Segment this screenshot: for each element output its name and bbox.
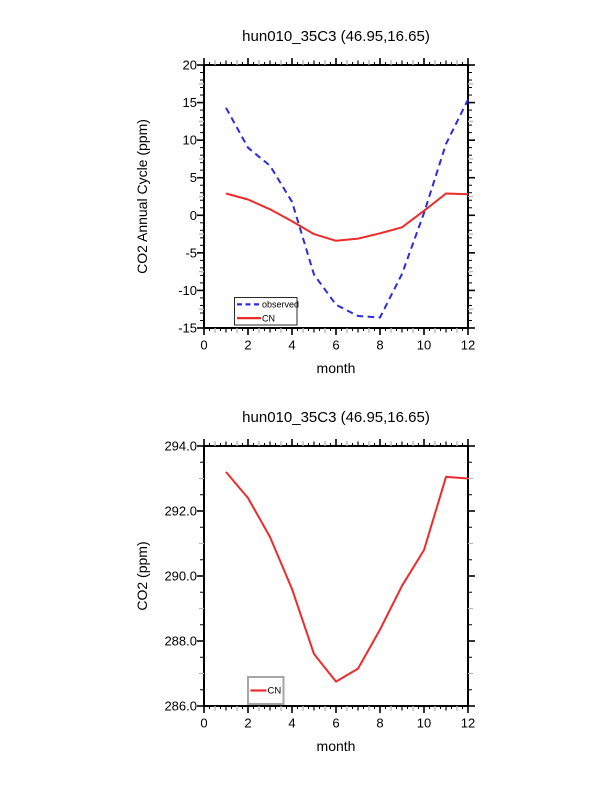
x-tick-label: 8 [376,716,383,731]
chart-title: hun010_35C3 (46.95,16.65) [242,28,430,45]
x-tick-label: 12 [461,716,475,731]
x-axis-label: month [317,360,356,376]
y-tick-label: 292.0 [164,504,197,519]
chart-title: hun010_35C3 (46.95,16.65) [242,409,430,426]
x-tick-label: 8 [376,338,383,353]
y-tick-label: 294.0 [164,439,197,454]
series-line-observed [225,99,469,319]
x-tick-label: 10 [417,716,431,731]
y-tick-label: 0 [190,208,197,223]
x-tick-label: 0 [200,716,207,731]
y-tick-label: 15 [183,95,197,110]
y-tick-label: 5 [190,170,197,185]
x-tick-label: 6 [332,716,339,731]
y-axis-label: CO2 (ppm) [134,541,150,610]
legend-label: observed [262,300,299,310]
series-line-CN [225,192,469,242]
y-axis-label: CO2 Annual Cycle (ppm) [134,119,150,274]
plot-frame [203,445,469,707]
y-tick-label: 10 [183,133,197,148]
y-tick-label: 290.0 [164,569,197,584]
y-tick-label: 288.0 [164,634,197,649]
top-chart: hun010_35C3 (46.95,16.65) 0 2 4 6 8 10 12 -15 -10… [134,28,475,376]
legend-label: CN [262,313,275,323]
x-tick-label: 0 [200,338,207,353]
x-tick-label: 12 [461,338,475,353]
x-tick-label: 4 [288,716,295,731]
y-tick-label: -15 [178,321,197,336]
x-axis-label: month [317,738,356,754]
y-tick-label: -5 [185,245,197,260]
x-tick-label: 6 [332,338,339,353]
y-tick-label: 20 [183,58,197,73]
x-tick-label: 2 [244,338,251,353]
y-tick-label: -10 [178,283,197,298]
legend-box [234,297,298,326]
series-line-CN [225,471,469,683]
x-tick-label: 4 [288,338,295,353]
y-tick-label: 286.0 [164,699,197,714]
x-tick-label: 10 [417,338,431,353]
legend-label: CN [268,686,282,697]
x-tick-label: 2 [244,716,251,731]
bottom-chart: hun010_35C3 (46.95,16.65) 0 2 4 6 8 10 12 286.0 2… [134,409,475,754]
